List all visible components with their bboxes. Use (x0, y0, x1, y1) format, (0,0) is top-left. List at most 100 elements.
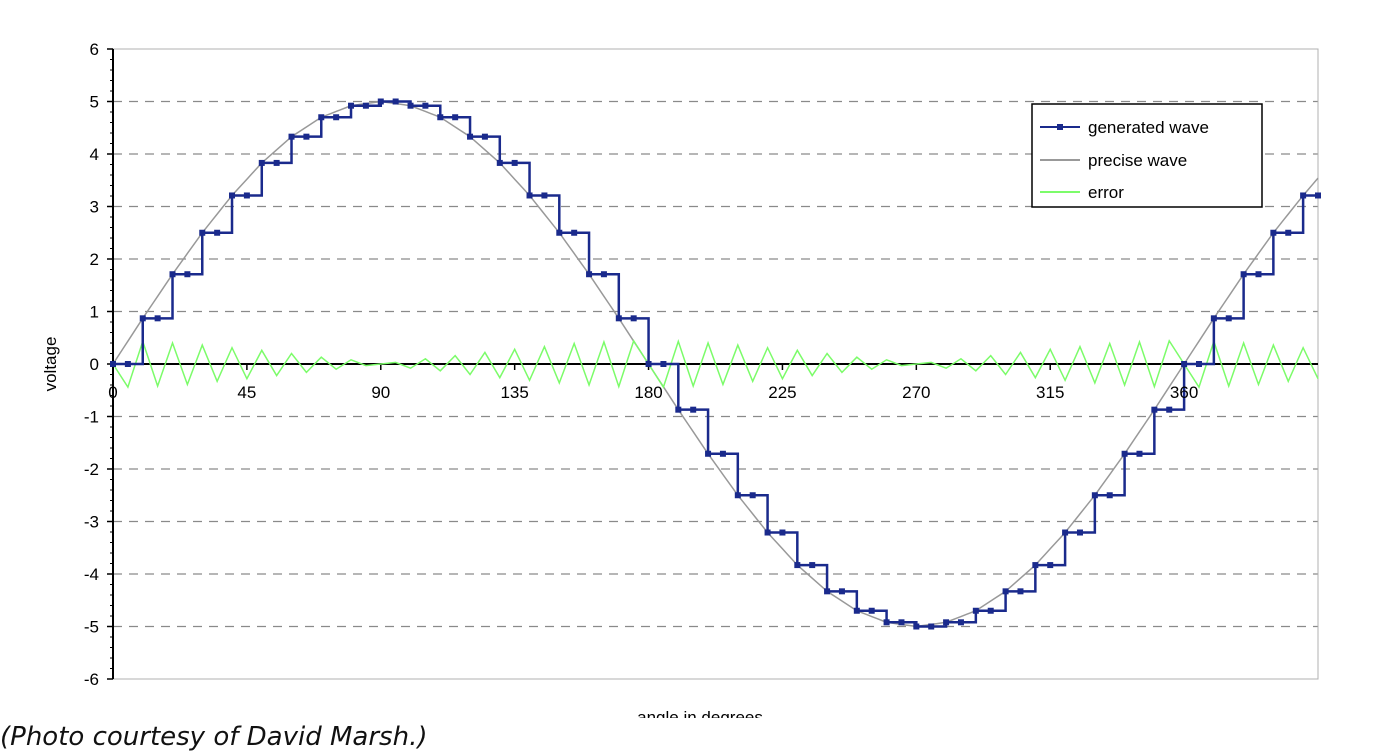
generated-wave-marker (1062, 529, 1069, 536)
generated-wave-marker (1195, 361, 1202, 367)
generated-wave-marker (1076, 529, 1083, 536)
generated-wave-marker (719, 450, 726, 457)
generated-wave-marker (1151, 406, 1158, 413)
generated-wave-marker (972, 607, 979, 614)
generated-wave-marker (1166, 406, 1173, 413)
generated-wave-marker (1002, 588, 1009, 595)
y-tick-label: 4 (90, 145, 99, 164)
generated-wave-marker (779, 529, 786, 536)
series-precise-wave (112, 100, 1319, 628)
series-error (112, 339, 1319, 389)
gridlines (113, 100, 1318, 628)
generated-wave-marker (154, 315, 161, 322)
generated-wave-marker (229, 192, 236, 199)
legend-item-generated-wave: generated wave (1040, 118, 1209, 137)
generated-wave-marker (362, 102, 369, 109)
generated-wave-marker (1225, 315, 1232, 322)
generated-wave-marker (615, 315, 622, 322)
generated-wave-marker (1136, 450, 1143, 457)
generated-wave-marker (794, 562, 801, 569)
generated-wave-marker (764, 529, 771, 536)
generated-wave-marker (1210, 315, 1217, 322)
legend-label-error: error (1088, 183, 1124, 202)
x-tick-label: 225 (768, 383, 796, 402)
x-tick-label: 45 (237, 383, 256, 402)
generated-wave-marker (407, 102, 414, 109)
generated-wave-marker (838, 588, 845, 595)
photo-caption: (Photo courtesy of David Marsh.) (0, 722, 428, 752)
generated-wave-marker (496, 159, 503, 166)
generated-wave-marker (273, 159, 280, 166)
y-axis-title: voltage (41, 337, 60, 392)
generated-wave-marker (481, 133, 488, 140)
generated-wave-marker (333, 114, 340, 121)
generated-wave-marker (868, 607, 875, 614)
generated-wave-marker (110, 361, 116, 367)
generated-wave-marker (1255, 271, 1262, 278)
x-tick-label: 360 (1170, 383, 1198, 402)
generated-wave-marker (928, 623, 935, 630)
generated-wave-marker (1017, 588, 1024, 595)
plot-series (110, 98, 1321, 630)
generated-wave-marker (526, 192, 533, 199)
x-tick-label: 315 (1036, 383, 1064, 402)
generated-wave-marker (124, 361, 131, 367)
generated-wave-marker (824, 588, 831, 595)
series-generated-wave (113, 100, 1318, 628)
generated-wave-marker (705, 450, 712, 457)
generated-wave-marker (809, 562, 816, 569)
generated-wave-marker (243, 192, 250, 199)
generated-wave-marker (541, 192, 548, 199)
y-tick-label: 2 (90, 250, 99, 269)
generated-wave-marker (1300, 192, 1307, 199)
generated-wave-marker (987, 607, 994, 614)
x-tick-label: 180 (634, 383, 662, 402)
generated-wave-marker (645, 361, 652, 367)
y-tick-label: -4 (84, 565, 99, 584)
y-tick-label: -2 (84, 460, 99, 479)
generated-wave-marker (630, 315, 637, 322)
generated-wave-marker (883, 619, 890, 626)
generated-wave-marker (288, 133, 295, 140)
y-tick-label: 6 (90, 40, 99, 59)
generated-wave-marker (898, 619, 905, 626)
y-tick-label: 1 (90, 303, 99, 322)
x-tick-label: 270 (902, 383, 930, 402)
tick-labels: 6 5 4 3 2 1 0 -1 -2 -3 -4 -5 -6 0 45 90 135 180 225 270 315 3… (84, 40, 1198, 689)
x-tick-label: 135 (500, 383, 528, 402)
generated-wave-marker (943, 619, 950, 626)
generated-wave-marker (1315, 192, 1321, 199)
generated-wave-marker (437, 114, 444, 121)
generated-wave-marker (467, 133, 474, 140)
generated-wave-marker (734, 492, 741, 499)
legend-label-precise-wave: precise wave (1088, 151, 1187, 170)
generated-wave-marker (303, 133, 310, 140)
legend: generated wave precise wave error (1031, 103, 1263, 208)
generated-wave-marker (199, 229, 206, 236)
chart: 6 5 4 3 2 1 0 -1 -2 -3 -4 -5 -6 0 45 90 135 180 225 270 315 3… (41, 40, 1321, 718)
legend-box (1031, 103, 1263, 208)
y-tick-label: 3 (90, 198, 99, 217)
generated-wave-marker (586, 271, 593, 278)
x-tick-label: 0 (108, 383, 117, 402)
y-tick-label: -3 (84, 513, 99, 532)
generated-wave-marker (1106, 492, 1113, 499)
generated-wave-marker (318, 114, 325, 121)
generated-wave-marker (184, 271, 191, 278)
generated-wave-marker (392, 98, 399, 105)
generated-wave-marker (258, 159, 265, 166)
y-tick-label: 0 (90, 355, 99, 374)
generated-wave-marker (853, 607, 860, 614)
legend-item-error: error (1040, 183, 1124, 202)
y-tick-label: -6 (84, 670, 99, 689)
generated-wave-marker (214, 229, 221, 236)
generated-wave-marker (556, 229, 563, 236)
generated-wave-marker (452, 114, 459, 121)
generated-wave-marker (600, 271, 607, 278)
x-tick-label: 90 (371, 383, 390, 402)
generated-wave-marker (1032, 562, 1039, 569)
generated-wave-marker (1240, 271, 1247, 278)
generated-wave-marker (1270, 229, 1277, 236)
generated-wave-marker (1121, 450, 1128, 457)
generated-wave-marker (660, 361, 667, 367)
